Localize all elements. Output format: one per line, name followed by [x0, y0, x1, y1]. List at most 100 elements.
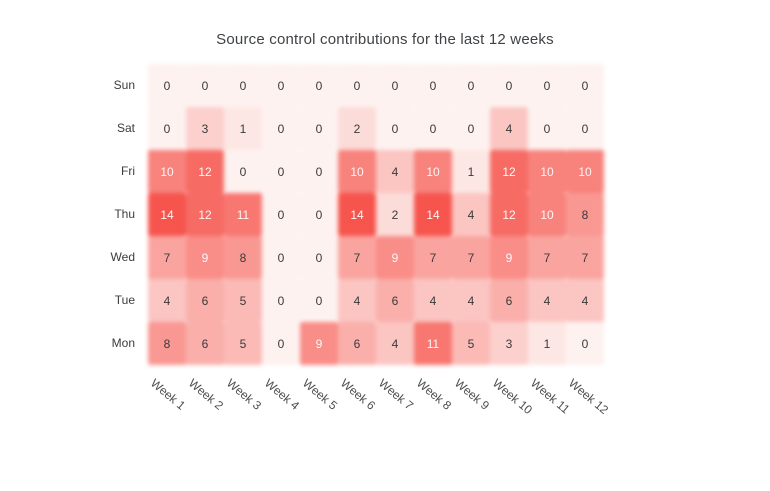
- heatmap-cell-thu-week11[interactable]: 10: [540, 207, 554, 222]
- heatmap-cell-sat-week12[interactable]: 0: [581, 121, 589, 136]
- heatmap-cell-tue-week6[interactable]: 4: [353, 293, 361, 308]
- heatmap-cell-wed-week6[interactable]: 7: [353, 250, 361, 265]
- heatmap-cell-mon-week2[interactable]: 6: [201, 336, 209, 351]
- heatmap-cell-thu-week12[interactable]: 8: [581, 207, 589, 222]
- heatmap-cell-fri-week12[interactable]: 10: [578, 164, 592, 179]
- heatmap-cell-tue-week9[interactable]: 4: [467, 293, 475, 308]
- heatmap-cell-fri-week3[interactable]: 0: [239, 164, 247, 179]
- row-label-sun: Sun: [113, 78, 135, 92]
- heatmap-cell-mon-week10[interactable]: 3: [505, 336, 513, 351]
- heatmap-cell-wed-week5[interactable]: 0: [315, 250, 323, 265]
- heatmap-cell-fri-week4[interactable]: 0: [277, 164, 285, 179]
- heatmap-cell-tue-week12[interactable]: 4: [581, 293, 589, 308]
- heatmap-cell-wed-week9[interactable]: 7: [467, 250, 475, 265]
- heatmap-cell-fri-week5[interactable]: 0: [315, 164, 323, 179]
- heatmap-cell-tue-week2[interactable]: 6: [201, 293, 209, 308]
- heatmap-cell-wed-week2[interactable]: 9: [201, 250, 209, 265]
- heatmap-cell-bg: [376, 64, 414, 107]
- heatmap-cell-tue-week1[interactable]: 4: [163, 293, 171, 308]
- heatmap-cell-thu-week8[interactable]: 14: [426, 207, 440, 222]
- heatmap-cell-bg: [452, 107, 490, 150]
- heatmap-cell-thu-week7[interactable]: 2: [391, 207, 399, 222]
- heatmap-cell-mon-week9[interactable]: 5: [467, 336, 475, 351]
- heatmap-cell-sun-week8[interactable]: 0: [429, 78, 437, 93]
- heatmap-cell-thu-week6[interactable]: 14: [350, 207, 364, 222]
- heatmap-cell-mon-week6[interactable]: 6: [353, 336, 361, 351]
- heatmap-cell-wed-week4[interactable]: 0: [277, 250, 285, 265]
- heatmap-cell-tue-week3[interactable]: 5: [239, 293, 247, 308]
- heatmap-cell-sat-week1[interactable]: 0: [163, 121, 171, 136]
- heatmap-cell-thu-week5[interactable]: 0: [315, 207, 323, 222]
- heatmap-cell-wed-week12[interactable]: 7: [581, 250, 589, 265]
- heatmap-cell-sat-week3[interactable]: 1: [239, 121, 247, 136]
- heatmap-cell-sun-week2[interactable]: 0: [201, 78, 209, 93]
- heatmap-cell-tue-week5[interactable]: 0: [315, 293, 323, 308]
- heatmap-cell-thu-week3[interactable]: 11: [236, 207, 250, 222]
- heatmap-cell-bg: [148, 236, 186, 279]
- heatmap-cell-sat-week5[interactable]: 0: [315, 121, 323, 136]
- heatmap-cell-thu-week4[interactable]: 0: [277, 207, 285, 222]
- heatmap-cell-tue-week10[interactable]: 6: [505, 293, 513, 308]
- heatmap-cell-thu-week10[interactable]: 12: [502, 207, 516, 222]
- heatmap-cell-tue-week8[interactable]: 4: [429, 293, 437, 308]
- heatmap-cell-sat-week9[interactable]: 0: [467, 121, 475, 136]
- heatmap-cell-fri-week9[interactable]: 1: [467, 164, 475, 179]
- heatmap-cell-bg: [186, 193, 224, 236]
- heatmap-cell-sun-week12[interactable]: 0: [581, 78, 589, 93]
- heatmap-cell-sun-week7[interactable]: 0: [391, 78, 399, 93]
- heatmap-cell-thu-week9[interactable]: 4: [467, 207, 475, 222]
- heatmap-cell-mon-week3[interactable]: 5: [239, 336, 247, 351]
- col-label-week-11: Week 11: [528, 376, 573, 417]
- heatmap-cell-sun-week10[interactable]: 0: [505, 78, 513, 93]
- heatmap-cell-sun-week5[interactable]: 0: [315, 78, 323, 93]
- heatmap-cell-bg: [414, 64, 452, 107]
- heatmap-cell-sat-week10[interactable]: 4: [505, 121, 513, 136]
- heatmap-cell-mon-week8[interactable]: 11: [426, 336, 440, 351]
- heatmap-cell-fri-week10[interactable]: 12: [502, 164, 516, 179]
- heatmap-cell-wed-week7[interactable]: 9: [391, 250, 399, 265]
- heatmap-cell-sun-week6[interactable]: 0: [353, 78, 361, 93]
- heatmap-cell-bg: [148, 193, 186, 236]
- heatmap-cell-sat-week7[interactable]: 0: [391, 121, 399, 136]
- heatmap-cell-tue-week4[interactable]: 0: [277, 293, 285, 308]
- heatmap-cell-mon-week11[interactable]: 1: [543, 336, 551, 351]
- heatmap-cell-sat-week11[interactable]: 0: [543, 121, 551, 136]
- heatmap-cell-fri-week2[interactable]: 12: [198, 164, 212, 179]
- heatmap-cell-sun-week3[interactable]: 0: [239, 78, 247, 93]
- heatmap-cell-bg: [528, 279, 566, 322]
- chart-title: Source control contributions for the las…: [216, 31, 554, 48]
- heatmap-cell-mon-week12[interactable]: 0: [581, 336, 589, 351]
- heatmap-cell-fri-week7[interactable]: 4: [391, 164, 399, 179]
- col-label-week-3: Week 3: [224, 376, 265, 413]
- heatmap-cell-bg: [490, 193, 528, 236]
- heatmap-cell-wed-week10[interactable]: 9: [505, 250, 513, 265]
- heatmap-cell-fri-week11[interactable]: 10: [540, 164, 554, 179]
- heatmap-cell-fri-week1[interactable]: 10: [160, 164, 174, 179]
- heatmap-cell-bg: [224, 107, 262, 150]
- heatmap-cell-thu-week2[interactable]: 12: [198, 207, 212, 222]
- heatmap-cell-sun-week4[interactable]: 0: [277, 78, 285, 93]
- heatmap-cell-sun-week1[interactable]: 0: [163, 78, 171, 93]
- heatmap-cell-sun-week11[interactable]: 0: [543, 78, 551, 93]
- heatmap-cell-sat-week2[interactable]: 3: [201, 121, 209, 136]
- heatmap-cell-mon-week7[interactable]: 4: [391, 336, 399, 351]
- heatmap-cell-mon-week1[interactable]: 8: [163, 336, 171, 351]
- heatmap-cell-sat-week6[interactable]: 2: [353, 121, 361, 136]
- heatmap-cell-mon-week4[interactable]: 0: [277, 336, 285, 351]
- heatmap-cell-wed-week3[interactable]: 8: [239, 250, 247, 265]
- heatmap-cell-fri-week6[interactable]: 10: [350, 164, 364, 179]
- heatmap-cell-bg: [300, 107, 338, 150]
- heatmap-cell-mon-week5[interactable]: 9: [315, 336, 323, 351]
- heatmap-cell-wed-week8[interactable]: 7: [429, 250, 437, 265]
- heatmap-cell-bg: [414, 193, 452, 236]
- heatmap-cell-tue-week11[interactable]: 4: [543, 293, 551, 308]
- heatmap-cell-wed-week1[interactable]: 7: [163, 250, 171, 265]
- heatmap-cell-wed-week11[interactable]: 7: [543, 250, 551, 265]
- heatmap-cell-sat-week4[interactable]: 0: [277, 121, 285, 136]
- heatmap-cell-sun-week9[interactable]: 0: [467, 78, 475, 93]
- heatmap-cell-tue-week7[interactable]: 6: [391, 293, 399, 308]
- heatmap-cell-thu-week1[interactable]: 14: [160, 207, 174, 222]
- heatmap-cell-fri-week8[interactable]: 10: [426, 164, 440, 179]
- heatmap-cell-bg: [300, 193, 338, 236]
- heatmap-cell-sat-week8[interactable]: 0: [429, 121, 437, 136]
